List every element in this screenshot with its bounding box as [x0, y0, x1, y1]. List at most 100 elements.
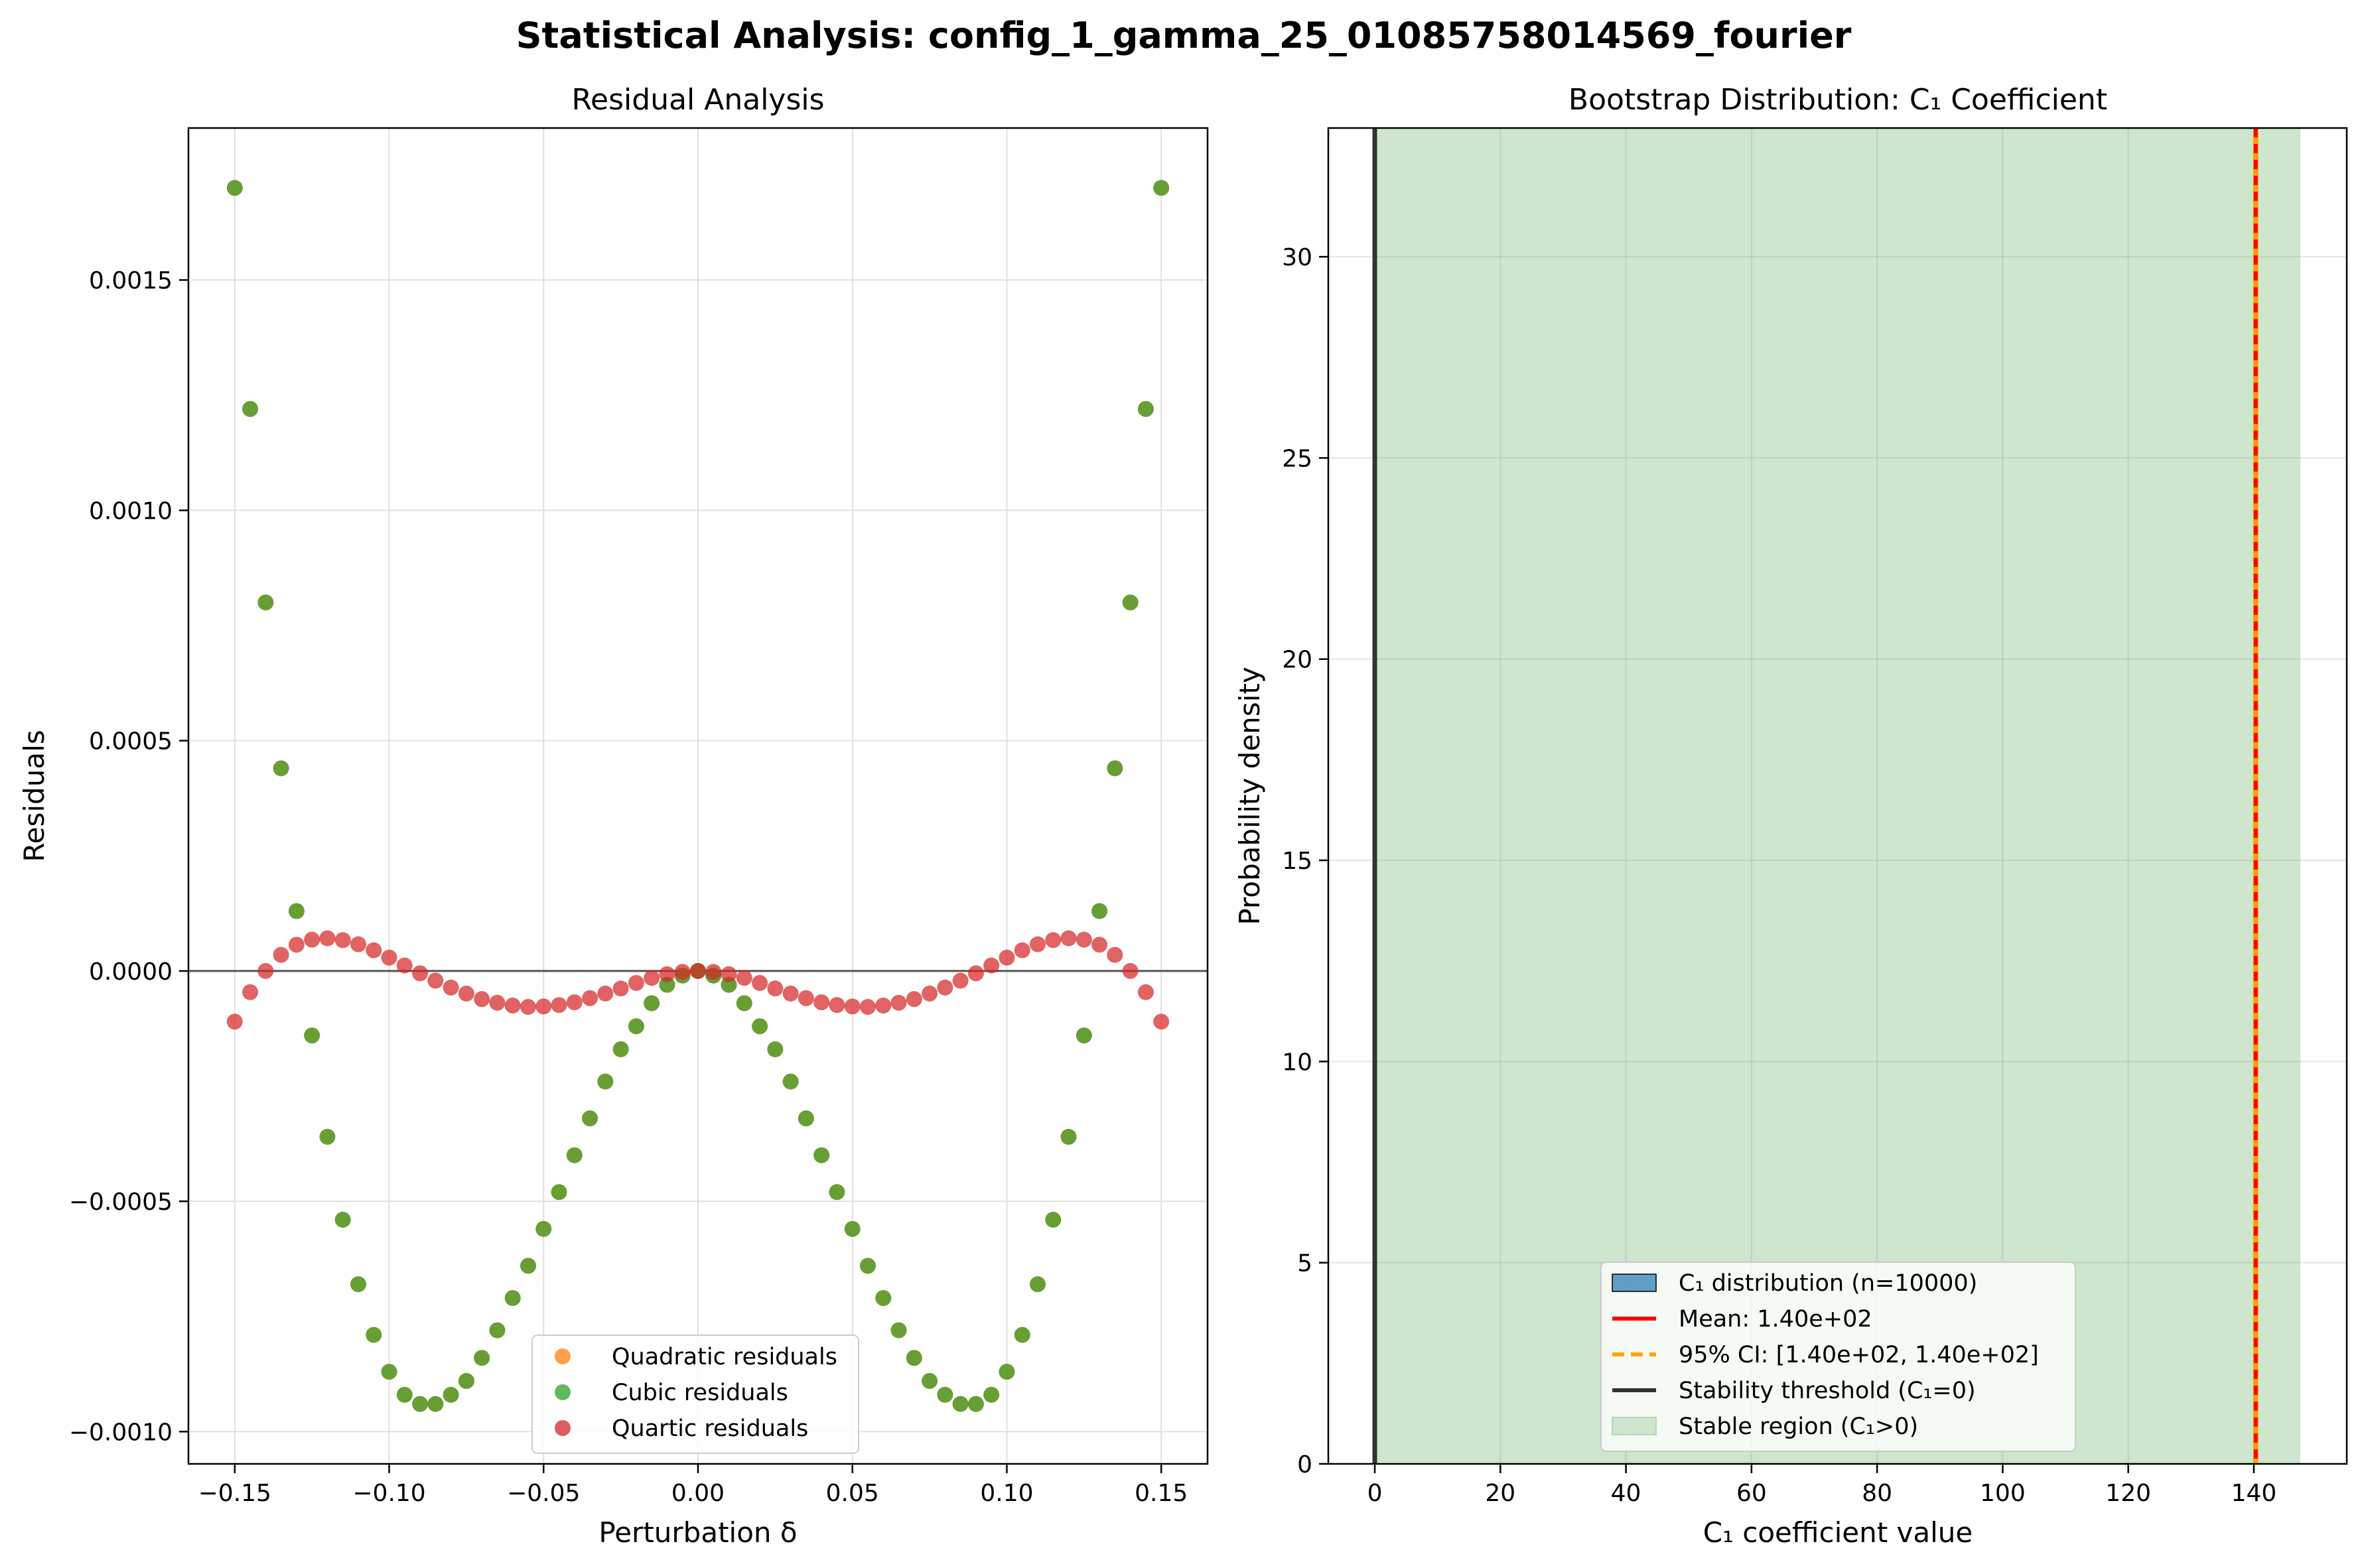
quartic-point — [257, 962, 274, 979]
bootstrap-y-tick-label: 10 — [1282, 1049, 1312, 1076]
quartic-point — [412, 965, 429, 982]
cubic-point — [458, 1372, 474, 1389]
bootstrap-x-tick-label: 0 — [1367, 1480, 1383, 1507]
cubic-point — [767, 1041, 784, 1057]
legend-cubic-label: Cubic residuals — [612, 1380, 788, 1406]
bootstrap-legend: C₁ distribution (n=10000) Mean: 1.40e+02… — [1600, 1262, 2076, 1452]
bootstrap-x-tick-label: 80 — [1862, 1480, 1892, 1507]
residual-y-ticks: −0.0010 −0.0005 0.0000 0.0005 0.0010 0.0015 — [69, 267, 188, 1446]
residual-y-tick-label: 0.0005 — [89, 728, 173, 755]
cubic-point — [1045, 1211, 1062, 1228]
bootstrap-x-tick-label: 40 — [1611, 1480, 1641, 1507]
cubic-point — [628, 1018, 644, 1035]
bootstrap-grid — [1328, 128, 2347, 1465]
quartic-point — [967, 965, 984, 982]
bootstrap-y-tick-label: 25 — [1282, 445, 1312, 472]
stable-region — [1375, 128, 2300, 1464]
quartic-point — [922, 985, 938, 1002]
cubic-point — [396, 1386, 413, 1403]
quartic-point — [1014, 942, 1030, 958]
quartic-point — [396, 957, 413, 974]
cubic-point — [381, 1364, 397, 1380]
quartic-point — [1091, 937, 1108, 953]
residual-x-tick-label: 0.10 — [980, 1480, 1033, 1507]
legend-quadratic-label: Quadratic residuals — [612, 1344, 837, 1370]
quartic-point — [906, 991, 922, 1008]
cubic-point — [1076, 1027, 1092, 1044]
cubic-point — [489, 1322, 506, 1339]
residual-legend: Quadratic residuals Cubic residuals Quar… — [531, 1335, 859, 1454]
bootstrap-x-tick-label: 120 — [2105, 1480, 2151, 1507]
cubic-point — [474, 1350, 490, 1366]
legend-cubic-marker — [555, 1384, 571, 1400]
quartic-point — [304, 931, 320, 948]
cubic-point — [597, 1073, 614, 1090]
quartic-point — [226, 1013, 243, 1030]
quartic-point — [890, 994, 907, 1011]
residual-y-tick-label: 0.0015 — [89, 267, 173, 294]
cubic-point — [782, 1073, 799, 1090]
quartic-point — [366, 942, 382, 958]
cubic-point — [551, 1184, 567, 1201]
quartic-point — [288, 937, 305, 953]
cubic-point — [412, 1396, 429, 1412]
cubic-point — [288, 903, 305, 919]
bootstrap-x-tick-label: 60 — [1736, 1480, 1767, 1507]
quartic-point — [644, 970, 660, 986]
cubic-point — [1091, 903, 1108, 919]
quartic-point — [1030, 936, 1046, 952]
bootstrap-x-tick-label: 100 — [1980, 1480, 2026, 1507]
residual-x-ticks: −0.15 −0.10 −0.05 0.00 0.05 0.10 0.15 — [198, 1464, 1188, 1507]
legend-mean-label: Mean: 1.40e+02 — [1679, 1306, 1872, 1333]
cubic-point — [520, 1258, 536, 1274]
cubic-point — [582, 1110, 598, 1127]
residual-grid — [188, 128, 1208, 1464]
quartic-point — [705, 964, 722, 980]
quartic-point — [350, 936, 366, 952]
cubic-point — [1060, 1128, 1077, 1145]
cubic-point — [504, 1289, 521, 1306]
legend-quadratic-marker — [555, 1348, 571, 1364]
quartic-point — [937, 979, 953, 996]
cubic-point — [752, 1018, 768, 1035]
residual-x-tick-label: −0.15 — [198, 1480, 271, 1507]
residual-plot: −0.15 −0.10 −0.05 0.00 0.05 0.10 0.15 −0.0010−… — [18, 83, 1209, 1549]
quartic-point — [767, 980, 784, 997]
bootstrap-y-tick-label: 5 — [1297, 1250, 1312, 1277]
quartic-point — [612, 980, 629, 997]
residual-y-tick-label: 0.0010 — [89, 497, 173, 525]
quartic-point — [427, 972, 444, 989]
cubic-point — [304, 1027, 320, 1044]
quartic-point — [582, 990, 598, 1006]
cubic-point — [334, 1211, 351, 1228]
legend-region-label: Stable region (C₁>0) — [1679, 1413, 1918, 1440]
bootstrap-x-tick-label: 140 — [2231, 1480, 2277, 1507]
bootstrap-y-tick-label: 30 — [1282, 244, 1312, 271]
cubic-point — [1137, 401, 1154, 417]
cubic-point — [443, 1386, 459, 1403]
cubic-point — [890, 1322, 907, 1339]
suptitle: Statistical Analysis: config_1_gamma_25_… — [516, 15, 1852, 56]
quartic-point — [782, 985, 799, 1002]
cubic-point — [983, 1386, 1000, 1403]
residual-x-tick-label: 0.05 — [826, 1480, 879, 1507]
quartic-point — [334, 932, 351, 948]
cubic-point — [1122, 594, 1139, 611]
residual-ylabel: Residuals — [18, 730, 50, 862]
cubic-point — [736, 995, 752, 1012]
quartic-point — [999, 949, 1015, 966]
cubic-point — [875, 1289, 892, 1306]
quartic-point — [752, 974, 768, 991]
quartic-point — [474, 991, 490, 1008]
bootstrap-y-tick-label: 15 — [1282, 848, 1312, 875]
cubic-point — [1014, 1327, 1030, 1343]
ci-band — [2253, 128, 2259, 1464]
bootstrap-axes-frame — [1327, 127, 2348, 1465]
quartic-point — [458, 985, 474, 1002]
quartic-point — [690, 962, 706, 979]
residual-y-tick-label: 0.0000 — [89, 958, 173, 986]
quartic-point — [736, 970, 752, 986]
bootstrap-xlabel: C₁ coefficient value — [1703, 1516, 1973, 1549]
cubic-point — [967, 1396, 984, 1412]
